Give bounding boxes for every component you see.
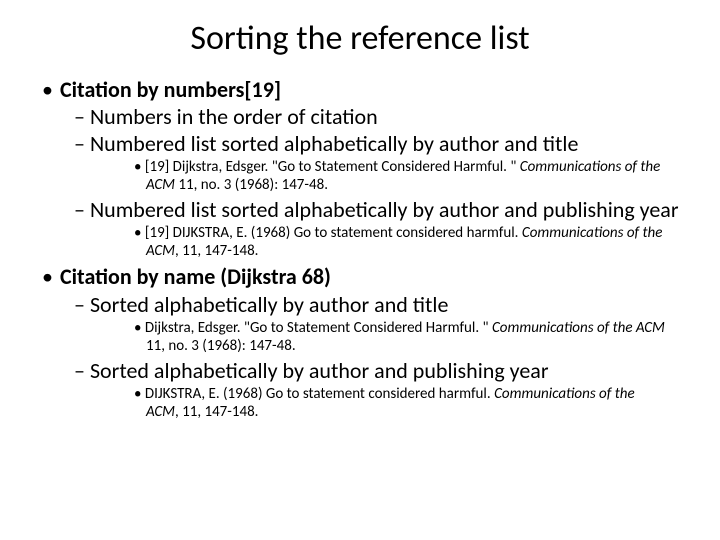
slide-title: Sorting the reference list xyxy=(30,18,690,59)
example-ref-19-author-year: [19] DIJKSTRA, E. (1968) Go to statement… xyxy=(146,224,670,260)
sub-sorted-author-year: Sorted alphabetically by author and publ… xyxy=(92,358,690,383)
bullet-citation-by-name: Citation by name (Dijkstra 68) xyxy=(60,264,690,290)
example-ref-name-author-year: DIJKSTRA, E. (1968) Go to statement cons… xyxy=(146,385,670,421)
bullet-citation-by-numbers: Citation by numbers[19] xyxy=(60,77,690,103)
sub-numbered-alpha-author-title: Numbered list sorted alphabetically by a… xyxy=(92,131,690,156)
sub-numbers-order: Numbers in the order of citation xyxy=(92,104,690,129)
example-ref-19-author-title: [19] Dijkstra, Edsger. "Go to Statement … xyxy=(146,158,670,194)
example-ref-name-author-title: Dijkstra, Edsger. "Go to Statement Consi… xyxy=(146,319,670,355)
sub-sorted-author-title: Sorted alphabetically by author and titl… xyxy=(92,292,690,317)
sub-numbered-alpha-author-year: Numbered list sorted alphabetically by a… xyxy=(92,197,690,222)
